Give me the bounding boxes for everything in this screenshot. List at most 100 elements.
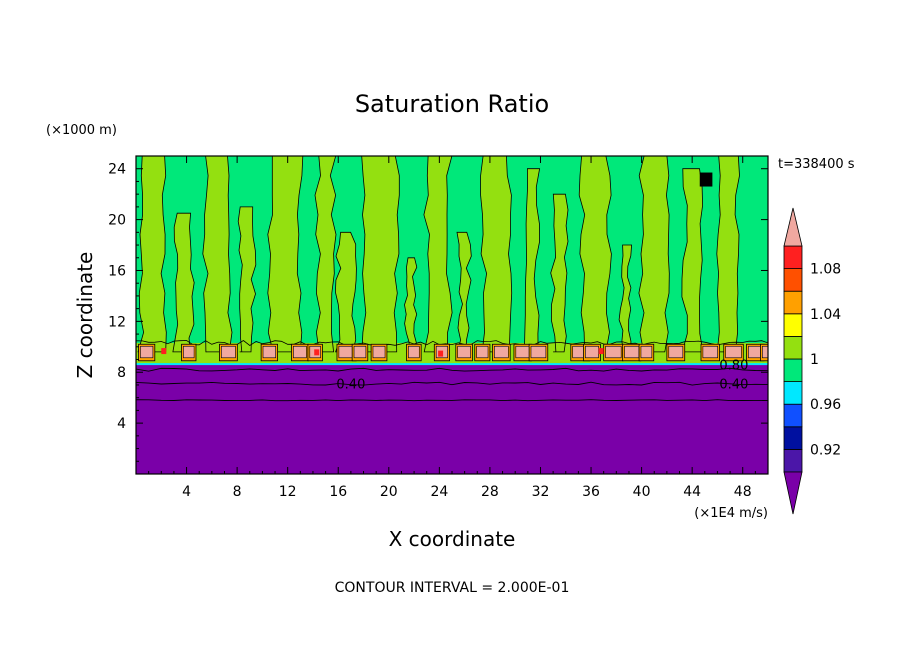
x-tick-label: 28 [481, 484, 499, 500]
cloud-blob-peak [668, 345, 684, 359]
colorbar-max-arrow [783, 207, 803, 247]
saturation-region-dry-layer [136, 364, 768, 474]
colorbar-label: 0.96 [810, 397, 841, 413]
plume-column [314, 156, 337, 353]
x-tick-label: 40 [633, 484, 651, 500]
colorbar-segment [783, 381, 803, 405]
cloud-blob-peak [585, 345, 599, 359]
colorbar-segment [783, 313, 803, 337]
cloud-blob-red [161, 348, 167, 355]
cloud-blob-peak [605, 345, 622, 359]
plume-column [267, 156, 304, 353]
x-tick-label: 4 [182, 484, 191, 500]
colorbar-segment [783, 358, 803, 383]
plume-column [523, 168, 541, 353]
plume-column [638, 156, 670, 353]
cloud-blob-peak [457, 345, 471, 359]
contour-line [136, 399, 768, 402]
plume-column [681, 168, 704, 353]
x-tick-label: 36 [582, 484, 600, 500]
plume-column [550, 193, 569, 353]
x-tick-label: 20 [380, 484, 398, 500]
cloud-blob-peak [624, 345, 640, 359]
x-tick-label: 44 [683, 484, 701, 500]
saturation-region-upper [136, 156, 768, 343]
contour-line [136, 381, 768, 386]
x-tick-label: 16 [329, 484, 347, 500]
x-tick-label: 48 [734, 484, 752, 500]
colorbar-segment [783, 448, 803, 473]
plume-column [334, 231, 357, 353]
plume-column [404, 257, 418, 353]
cloud-blob-red [598, 348, 604, 355]
y-tick-label: 12 [108, 314, 126, 330]
cloud-blob-peak [762, 345, 768, 359]
x-unit-label: (×1E4 m/s) [694, 506, 768, 521]
cloud-blob-peak [262, 345, 276, 359]
cloud-blob-peak [221, 345, 236, 359]
contour-line [136, 367, 768, 372]
cloud-blob-peak [372, 345, 386, 359]
cloud-blob-peak [515, 345, 530, 359]
colorbar-min-arrow [783, 471, 803, 515]
x-tick-label: 8 [233, 484, 242, 500]
plume-column [137, 156, 167, 353]
x-tick-label: 32 [532, 484, 550, 500]
plume-column [618, 244, 633, 353]
footer-contour-interval: CONTOUR INTERVAL = 2.000E-01 [335, 580, 570, 596]
plume-column [237, 206, 257, 353]
cloud-blob-peak [494, 345, 509, 359]
cloud-blob-peak [183, 345, 195, 359]
contour-label: 0.40 [719, 378, 748, 393]
cloud-blob-peak [140, 345, 154, 359]
colorbar-label: 1.08 [810, 262, 841, 278]
y-tick-label: 16 [108, 263, 126, 279]
contour-label: 0.40 [336, 378, 365, 393]
plume-column [172, 212, 195, 353]
plume-column [456, 231, 472, 353]
dark-patch [699, 172, 713, 187]
colorbar-label: 0.92 [810, 442, 841, 458]
cloud-blob-peak [725, 345, 742, 359]
cloud-blob-peak [293, 345, 307, 359]
plume-column [716, 156, 740, 353]
plume-column [423, 156, 453, 353]
y-axis-title: Z coordinate [73, 252, 97, 379]
plume-column [578, 156, 612, 353]
interface-sliver [136, 363, 768, 366]
y-tick-label: 8 [117, 365, 126, 381]
y-tick-label: 24 [108, 162, 126, 178]
plume-column [202, 156, 233, 353]
time-label: t=338400 s [778, 157, 855, 172]
cloud-blob-peak [530, 345, 547, 359]
y-tick-label: 20 [108, 213, 126, 229]
colorbar-segment [783, 268, 803, 292]
plume-column [361, 156, 400, 353]
x-tick-label: 12 [279, 484, 297, 500]
plot-area: 0.40 0.80 0.40 [136, 156, 768, 474]
colorbar-label: 1 [810, 352, 819, 368]
cloud-blob-peak [353, 345, 367, 359]
cloud-blob-peak [640, 345, 653, 359]
cloud-blob-peak [476, 345, 489, 359]
cloud-blob-red [438, 350, 444, 357]
colorbar-segment [783, 335, 803, 360]
cloud-blob-peak [702, 345, 718, 359]
contour-label: 0.80 [719, 359, 748, 374]
cloud-blob-peak [408, 345, 420, 359]
colorbar-label: 1.04 [810, 307, 841, 323]
chart-title: Saturation Ratio [355, 90, 549, 118]
colorbar: 0.92 0.96 1 1.04 1.08 [783, 207, 841, 515]
x-tick-label: 24 [430, 484, 448, 500]
plume-column [480, 156, 513, 353]
colorbar-segment [783, 245, 803, 270]
y-tick-label: 4 [117, 416, 126, 432]
colorbar-segment [783, 403, 803, 428]
cloud-blob-red [314, 349, 320, 356]
x-axis-title: X coordinate [389, 527, 516, 551]
colorbar-segment [783, 426, 803, 450]
colorbar-segment [783, 290, 803, 315]
y-unit-label: (×1000 m) [46, 123, 117, 138]
